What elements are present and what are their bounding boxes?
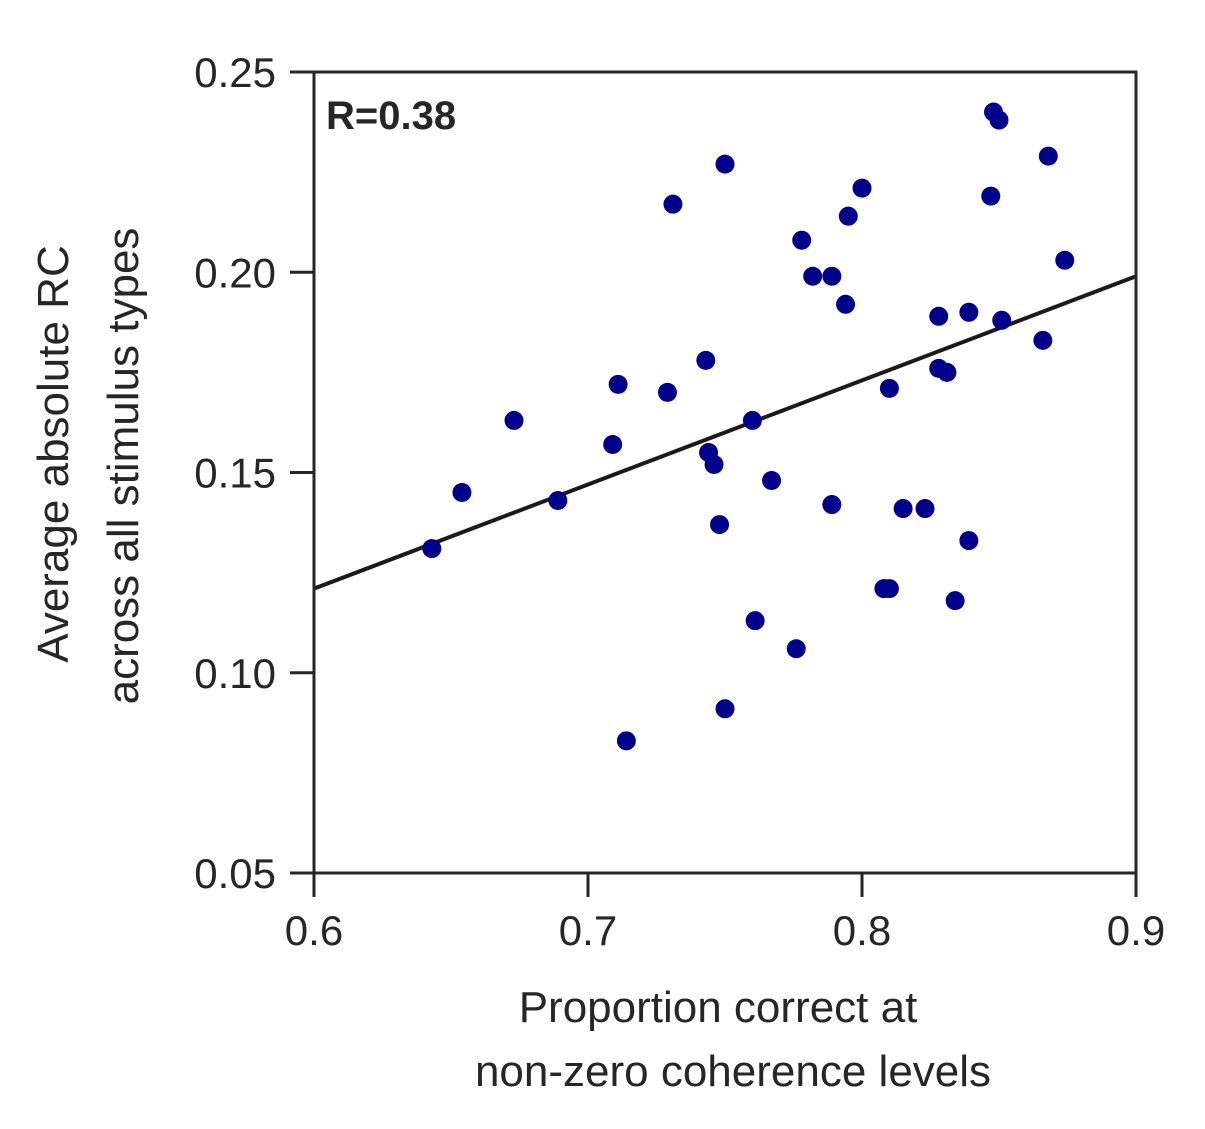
x-tick-label: 0.6 — [285, 907, 343, 954]
x-axis-label-line2: non-zero coherence levels — [475, 1047, 991, 1096]
data-point — [992, 310, 1012, 330]
data-point — [959, 302, 979, 322]
data-point — [657, 382, 677, 402]
data-point — [792, 230, 812, 250]
data-point — [822, 495, 842, 515]
data-point — [422, 539, 442, 559]
data-point — [715, 699, 735, 719]
data-point — [981, 186, 1001, 206]
correlation-annotation: R=0.38 — [326, 94, 456, 138]
data-point — [1033, 330, 1053, 350]
data-point — [915, 499, 935, 519]
data-point — [838, 206, 858, 226]
x-tick-label: 0.8 — [833, 907, 891, 954]
data-point — [504, 410, 524, 430]
data-point — [704, 454, 724, 474]
data-point — [548, 491, 568, 511]
data-point — [715, 154, 735, 174]
y-axis-label-line2: across all stimulus types — [99, 228, 148, 705]
plot-area — [313, 102, 1137, 751]
data-point — [893, 499, 913, 519]
y-tick-label: 0.25 — [194, 49, 276, 96]
data-point — [1038, 146, 1058, 166]
y-tick-label: 0.20 — [194, 249, 276, 296]
y-axis-label-line1: Average absolute RC — [29, 245, 78, 662]
data-point — [786, 639, 806, 659]
data-point — [945, 591, 965, 611]
data-point — [663, 194, 683, 214]
data-point — [852, 178, 872, 198]
x-axis-label-line1: Proportion correct at — [519, 983, 918, 1032]
y-axis: 0.05 0.10 0.15 0.20 0.25 — [194, 49, 314, 897]
x-axis: 0.6 0.7 0.8 0.9 — [285, 873, 1165, 954]
data-point — [452, 483, 472, 503]
data-point — [762, 471, 782, 491]
y-tick-label: 0.15 — [194, 450, 276, 497]
data-point — [608, 374, 628, 394]
data-point — [616, 731, 636, 751]
x-tick-label: 0.9 — [1107, 907, 1165, 954]
axes-frame — [312, 70, 1138, 875]
data-point — [937, 362, 957, 382]
y-tick-label: 0.10 — [194, 650, 276, 697]
data-point — [989, 110, 1009, 130]
data-point — [959, 531, 979, 551]
data-point — [696, 350, 716, 370]
data-point — [742, 410, 762, 430]
data-point — [929, 306, 949, 326]
data-point — [1055, 250, 1075, 270]
data-point — [710, 515, 730, 535]
data-point — [836, 294, 856, 314]
data-point — [603, 434, 623, 454]
data-point — [803, 266, 823, 286]
data-point — [879, 378, 899, 398]
data-point — [822, 266, 842, 286]
data-point — [745, 611, 765, 631]
data-point — [879, 579, 899, 599]
y-tick-label: 0.05 — [194, 850, 276, 897]
x-tick-label: 0.7 — [559, 907, 617, 954]
